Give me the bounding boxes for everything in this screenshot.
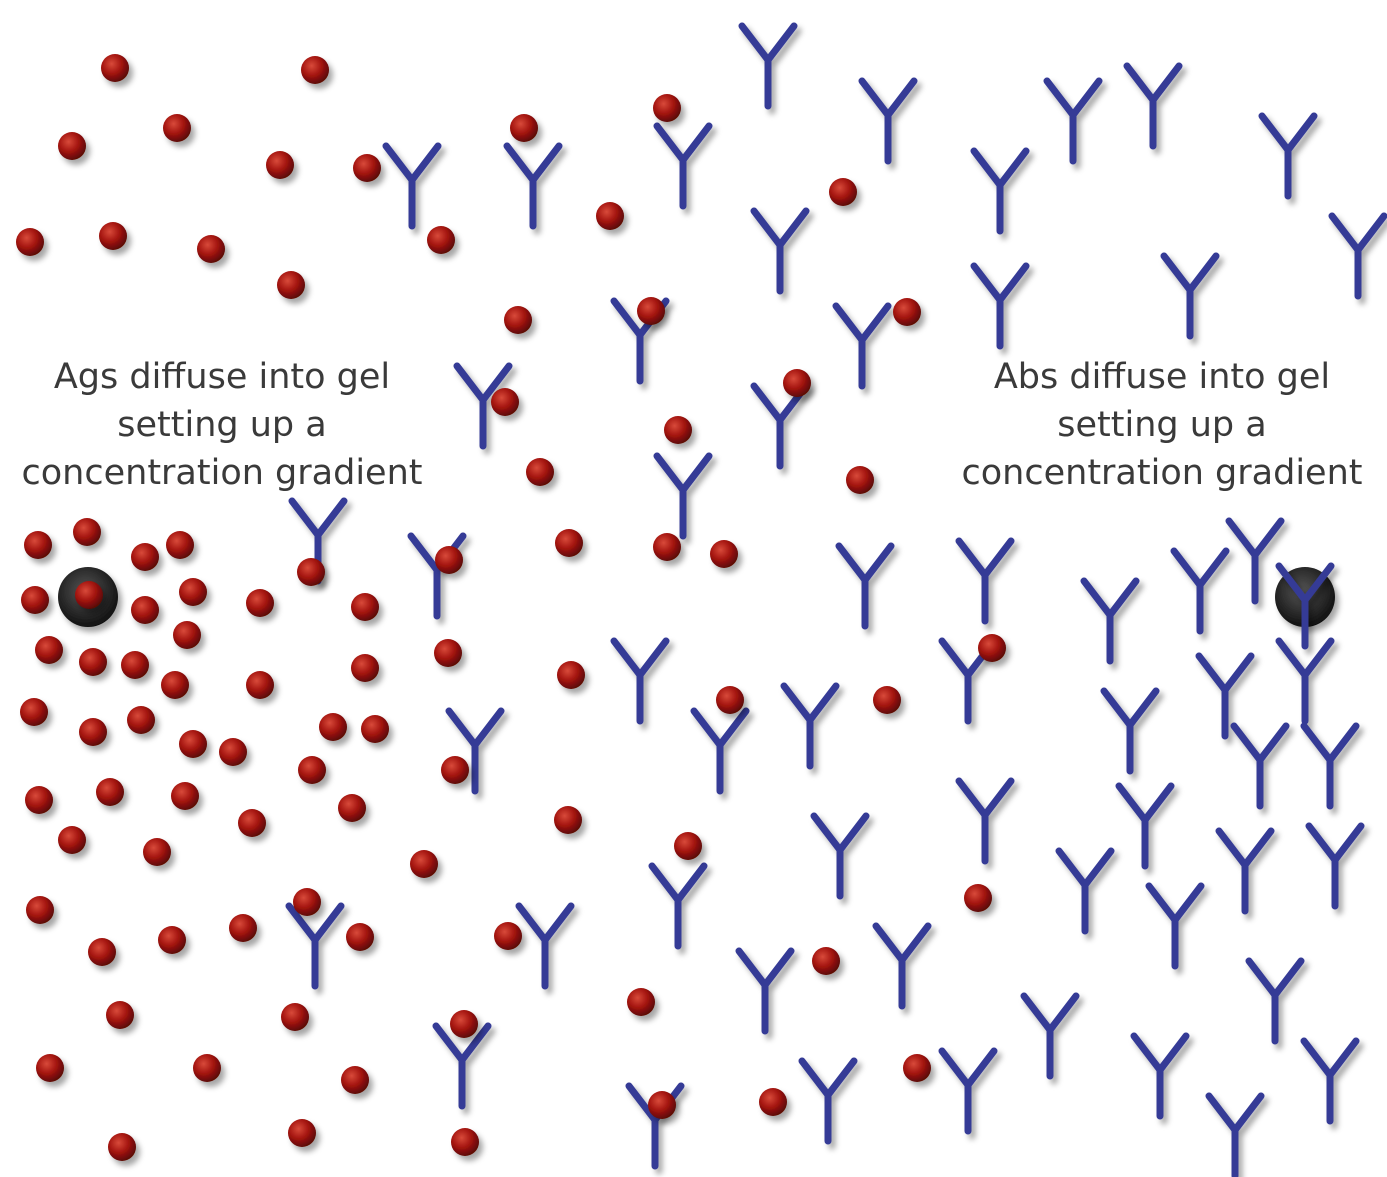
antigen [653, 94, 681, 122]
antigen [361, 715, 389, 743]
antigen [131, 543, 159, 571]
antigen [246, 671, 274, 699]
antigen [26, 896, 54, 924]
antigen [171, 782, 199, 810]
antigen [637, 297, 665, 325]
antigen [161, 671, 189, 699]
antigen [427, 226, 455, 254]
antigen [964, 884, 992, 912]
antigen [75, 581, 103, 609]
antigen [716, 686, 744, 714]
antigen [297, 558, 325, 586]
antigen [35, 636, 63, 664]
antigen [73, 518, 101, 546]
antigen [101, 54, 129, 82]
antigen [494, 922, 522, 950]
antigen [346, 923, 374, 951]
antigen [229, 914, 257, 942]
antigen [301, 56, 329, 84]
antigen [246, 589, 274, 617]
antigen [873, 686, 901, 714]
antigen [710, 540, 738, 568]
antigen [664, 416, 692, 444]
antigen [158, 926, 186, 954]
label-line: Ags diffuse into gel [54, 357, 390, 397]
antigen [88, 938, 116, 966]
antigen [341, 1066, 369, 1094]
background [0, 0, 1387, 1177]
antigen [20, 698, 48, 726]
antigen [338, 794, 366, 822]
label-line: setting up a [1057, 405, 1266, 445]
antigen [674, 832, 702, 860]
antigen [24, 531, 52, 559]
antigen [58, 826, 86, 854]
antigen [281, 1003, 309, 1031]
antigen [450, 1010, 478, 1038]
antigen [351, 654, 379, 682]
antigen [288, 1119, 316, 1147]
antigen [596, 202, 624, 230]
antigen [127, 706, 155, 734]
antigen [903, 1054, 931, 1082]
antigen [99, 222, 127, 250]
antigen [627, 988, 655, 1016]
antigen [179, 730, 207, 758]
antigen [36, 1054, 64, 1082]
antigen [293, 888, 321, 916]
antigen [179, 578, 207, 606]
antigen [131, 596, 159, 624]
antigen [21, 586, 49, 614]
antigen [143, 838, 171, 866]
label-line: concentration gradient [962, 453, 1363, 493]
antigen [653, 533, 681, 561]
antigen [58, 132, 86, 160]
antigen [108, 1133, 136, 1161]
antigen [163, 114, 191, 142]
antigen [978, 634, 1006, 662]
antigen [193, 1054, 221, 1082]
antigen [510, 114, 538, 142]
label-line: setting up a [117, 405, 326, 445]
antigen [298, 756, 326, 784]
antigen [96, 778, 124, 806]
antigen [893, 298, 921, 326]
antigen [266, 151, 294, 179]
antigen [557, 661, 585, 689]
antigen [106, 1001, 134, 1029]
antigen [166, 531, 194, 559]
antigen [441, 756, 469, 784]
antigen [526, 458, 554, 486]
antigen [554, 806, 582, 834]
diffusion-diagram: Ags diffuse into gel setting up a concen… [0, 0, 1387, 1177]
antigen [812, 947, 840, 975]
antigen [79, 718, 107, 746]
antigen [491, 388, 519, 416]
antigen [783, 369, 811, 397]
antigen [219, 738, 247, 766]
antigen [846, 466, 874, 494]
antigen [434, 639, 462, 667]
antigen [648, 1091, 676, 1119]
antigen [410, 850, 438, 878]
antigen [25, 786, 53, 814]
antigen [121, 651, 149, 679]
antigen [759, 1088, 787, 1116]
antigen [829, 178, 857, 206]
antigen [353, 154, 381, 182]
antigen [277, 271, 305, 299]
antigen [16, 228, 44, 256]
antigen [173, 621, 201, 649]
antigen [319, 713, 347, 741]
antigen [79, 648, 107, 676]
antigen [197, 235, 225, 263]
antigen [451, 1128, 479, 1156]
label-line: Abs diffuse into gel [994, 357, 1330, 397]
antigen [351, 593, 379, 621]
antigen [238, 809, 266, 837]
antigen [504, 306, 532, 334]
antigen [435, 546, 463, 574]
label-line: concentration gradient [22, 453, 423, 493]
antigen [555, 529, 583, 557]
